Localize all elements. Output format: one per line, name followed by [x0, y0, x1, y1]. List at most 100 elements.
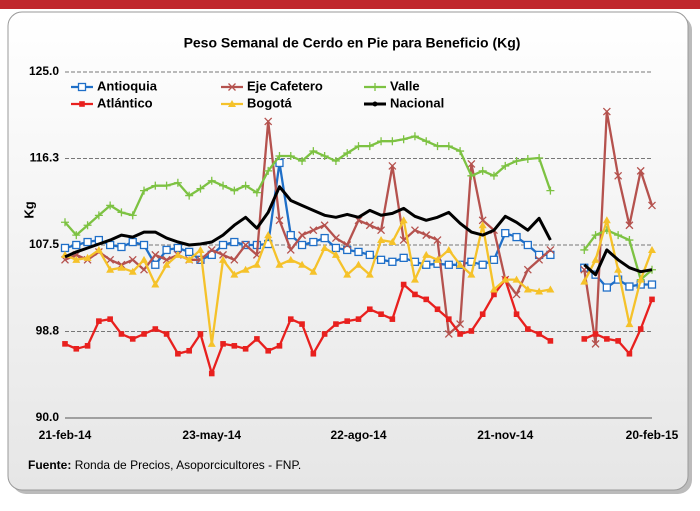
point [410, 132, 419, 141]
point [489, 285, 498, 293]
point [536, 331, 542, 337]
point [591, 339, 600, 348]
point [106, 265, 115, 273]
point [467, 159, 476, 168]
point [241, 241, 250, 249]
point [410, 226, 419, 235]
point [275, 216, 284, 225]
point [501, 228, 510, 238]
point [230, 255, 239, 264]
plot-area: 90.0 98.8 107.5 116.3 125.0 21-feb-14 23-may-1… [29, 64, 679, 442]
point [535, 154, 544, 163]
point [647, 280, 657, 289]
point [128, 237, 137, 247]
point [298, 231, 307, 240]
point [444, 142, 453, 151]
point [625, 282, 634, 291]
point [287, 316, 294, 322]
point [366, 306, 373, 313]
x-tick-label: 23-may-14 [182, 428, 241, 442]
point [444, 245, 453, 253]
point [478, 216, 487, 225]
point [433, 142, 442, 151]
point [275, 152, 284, 161]
point [83, 237, 92, 247]
series-3 [62, 276, 655, 377]
point [602, 283, 611, 292]
point [523, 285, 532, 293]
legend-marker [372, 101, 378, 107]
point [478, 260, 487, 269]
point [107, 316, 113, 322]
point [377, 226, 386, 235]
legend-label: Antioquia [97, 78, 158, 93]
point [320, 233, 329, 243]
series-5 [64, 185, 653, 277]
point [479, 311, 486, 317]
point [72, 231, 81, 240]
point [412, 291, 418, 298]
point [151, 181, 160, 190]
legend-item: Eje Cafetero [221, 78, 323, 93]
point [230, 237, 239, 247]
point [457, 331, 463, 337]
x-tick-label: 20-feb-15 [626, 428, 679, 442]
legend-label: Bogotá [247, 95, 293, 110]
point [365, 270, 374, 278]
point [444, 330, 453, 338]
point [422, 137, 431, 146]
point [219, 181, 228, 190]
point [456, 260, 465, 268]
point [117, 263, 126, 271]
point [252, 260, 261, 268]
point [444, 260, 453, 269]
point [173, 178, 182, 187]
point [602, 107, 611, 116]
y-tick-label: 116.3 [30, 151, 60, 165]
point [275, 260, 284, 268]
point [72, 255, 81, 263]
point [96, 318, 102, 324]
point [331, 250, 340, 258]
point [117, 242, 126, 252]
point [399, 135, 408, 144]
point [94, 211, 103, 220]
point [422, 250, 431, 258]
series-line [64, 185, 653, 277]
x-tick-label: 21-nov-14 [477, 428, 533, 442]
point [151, 260, 160, 269]
point [581, 336, 588, 342]
point [410, 275, 419, 283]
point [61, 218, 69, 227]
point [580, 245, 589, 254]
point [648, 201, 656, 210]
point [73, 346, 80, 352]
point [378, 311, 384, 317]
point [649, 296, 655, 303]
point [389, 316, 396, 322]
point [468, 328, 475, 334]
point [186, 347, 192, 354]
point [501, 161, 510, 170]
y-tick-label: 125.0 [29, 64, 59, 78]
legend-marker [228, 100, 236, 107]
source-label: Fuente: [28, 458, 71, 472]
point [286, 255, 295, 263]
point [523, 265, 532, 274]
point [162, 245, 171, 255]
y-tick-label: 90.0 [36, 410, 60, 424]
point [377, 137, 386, 146]
point [456, 147, 465, 156]
point [344, 318, 351, 324]
point [525, 326, 531, 332]
point [614, 231, 623, 240]
source: Fuente: Ronda de Precios, Asoporcicultor… [28, 458, 301, 472]
point [231, 343, 238, 349]
point [592, 331, 599, 337]
series-4 [61, 216, 656, 347]
point [333, 321, 339, 327]
point [162, 260, 171, 268]
point [489, 255, 499, 264]
point [547, 338, 554, 344]
